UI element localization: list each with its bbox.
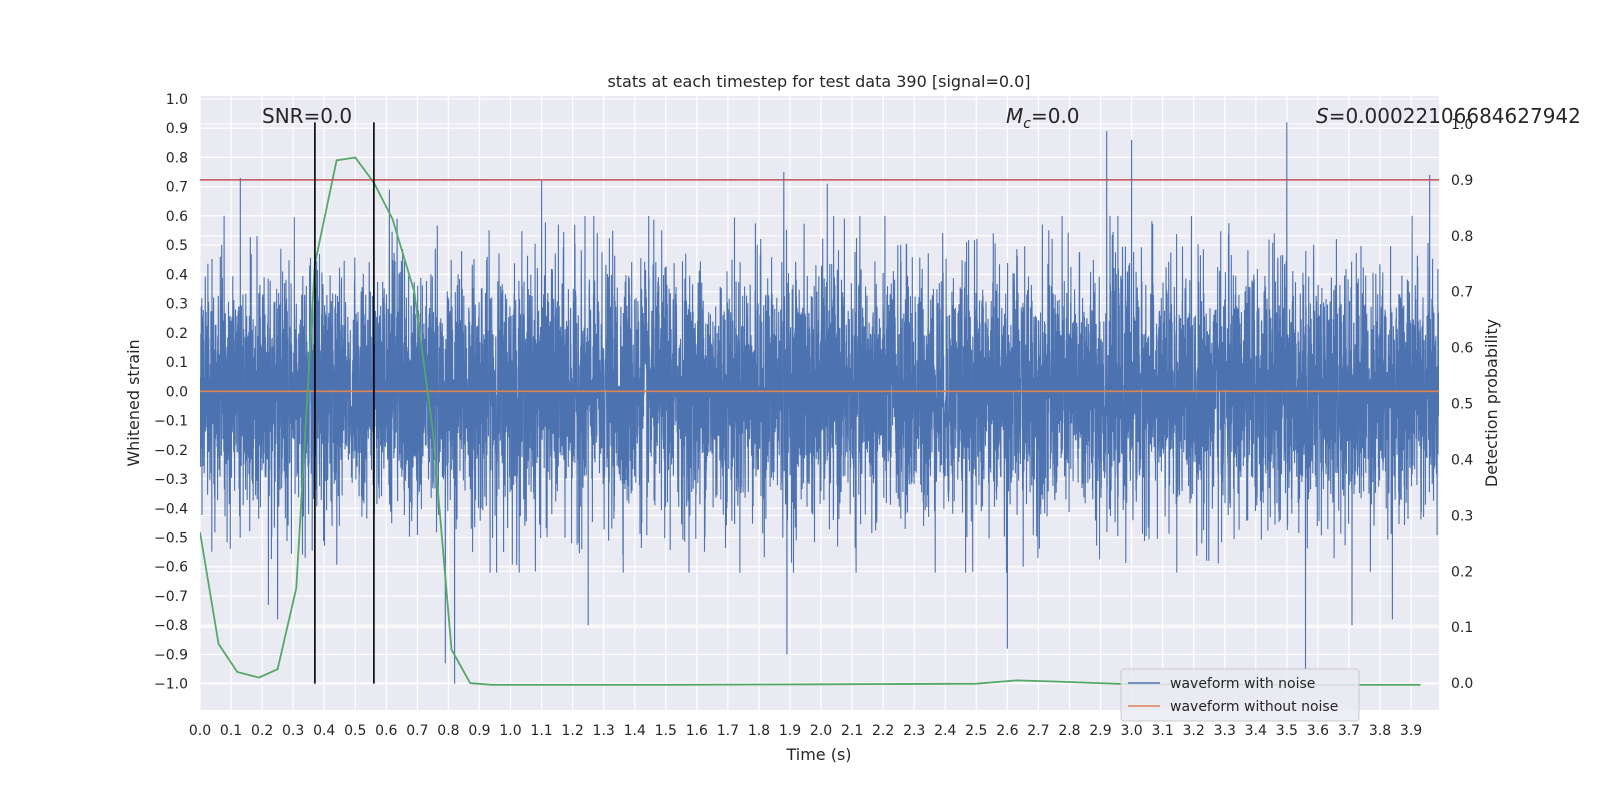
y-tick-label: −0.5 (154, 530, 188, 546)
y-tick-label: 0.6 (166, 209, 188, 225)
right-tick-label: 1.0 (1451, 117, 1473, 133)
s-symbol: S (1316, 104, 1329, 128)
y-tick-label: −0.7 (154, 589, 188, 605)
right-axis-label: Detection probability (1482, 319, 1501, 487)
y-tick-label: 0.5 (166, 238, 188, 254)
right-axis-ticks: 1.0 0.9 0.8 0.7 0.6 0.5 0.4 0.3 0.2 0.1 0.0 (1451, 117, 1473, 692)
y-tick-label: −0.8 (154, 618, 188, 634)
x-tick-label: 3.6 (1307, 723, 1329, 739)
right-tick-label: 0.5 (1451, 397, 1473, 413)
y-tick-label: 0.9 (166, 121, 188, 137)
legend: waveform with noise waveform without noi… (1120, 668, 1360, 722)
legend-label-clean: waveform without noise (1170, 699, 1338, 715)
x-tick-label: 0.2 (251, 723, 273, 739)
y-axis-label: Whitened strain (124, 339, 143, 466)
x-tick-label: 0.1 (220, 723, 242, 739)
x-tick-label: 0.3 (282, 723, 304, 739)
x-tick-label: 1.6 (686, 723, 708, 739)
series-line-noisy-waveform (200, 122, 1439, 684)
x-tick-label: 2.3 (903, 723, 925, 739)
x-tick-label: 2.7 (1027, 723, 1049, 739)
right-tick-label: 0.6 (1451, 341, 1473, 357)
mc-symbol: M (1006, 104, 1023, 128)
x-tick-label: 0.9 (468, 723, 490, 739)
x-tick-label: 1.7 (717, 723, 739, 739)
y-tick-label: 0.2 (166, 326, 188, 342)
x-tick-label: 3.2 (1183, 723, 1205, 739)
right-tick-label: 0.9 (1451, 173, 1473, 189)
x-tick-label: 0.7 (406, 723, 428, 739)
y-tick-label: 0.7 (166, 180, 188, 196)
x-tick-label: 3.1 (1151, 723, 1173, 739)
mc-value: =0.0 (1031, 104, 1080, 128)
y-tick-label: 1.0 (166, 92, 188, 108)
x-tick-label: 3.8 (1369, 723, 1391, 739)
x-tick-label: 2.6 (996, 723, 1018, 739)
right-tick-label: 0.3 (1451, 508, 1473, 524)
x-tick-label: 1.2 (561, 723, 583, 739)
right-tick-label: 0.7 (1451, 285, 1473, 301)
legend-box (1120, 668, 1360, 722)
x-tick-label: 3.7 (1338, 723, 1360, 739)
x-tick-label: 1.9 (779, 723, 801, 739)
x-tick-label: 3.3 (1214, 723, 1236, 739)
y-tick-label: 0.4 (166, 267, 188, 283)
series-line-detection-probability (200, 156, 1421, 686)
x-tick-label: 2.2 (872, 723, 894, 739)
y-tick-label: −0.9 (154, 647, 188, 663)
right-tick-label: 0.1 (1451, 620, 1473, 636)
x-axis-ticks: 0.0 0.1 0.2 0.3 0.4 0.5 0.6 0.7 0.8 0.9 1.0 1.1 1.2 1… (189, 723, 1422, 739)
y-tick-label: −0.2 (154, 443, 188, 459)
x-tick-label: 0.5 (344, 723, 366, 739)
x-tick-label: 0.0 (189, 723, 211, 739)
series-layer (200, 122, 1439, 684)
x-tick-label: 3.0 (1120, 723, 1142, 739)
x-tick-label: 2.9 (1089, 723, 1111, 739)
s-annotation: S=0.00022106684627942 (1316, 104, 1581, 128)
y-tick-label: −0.3 (154, 472, 188, 488)
y-tick-label: −0.1 (154, 414, 188, 430)
s-value: =0.00022106684627942 (1329, 104, 1581, 128)
y-tick-label: 0.3 (166, 297, 188, 313)
y-tick-label: 0.1 (166, 355, 188, 371)
x-tick-label: 0.4 (313, 723, 335, 739)
x-tick-label: 1.1 (530, 723, 552, 739)
x-tick-label: 3.5 (1276, 723, 1298, 739)
x-tick-label: 2.5 (965, 723, 987, 739)
right-tick-label: 0.2 (1451, 564, 1473, 580)
x-tick-label: 2.0 (810, 723, 832, 739)
y-axis-ticks: 1.0 0.9 0.8 0.7 0.6 0.5 0.4 0.3 0.2 0.1 0.0 −0.1 −0.… (154, 92, 188, 693)
y-tick-label: 0.0 (166, 384, 188, 400)
mc-annotation: Mc=0.0 (1006, 104, 1080, 132)
x-tick-label: 1.5 (655, 723, 677, 739)
x-tick-label: 3.9 (1400, 723, 1422, 739)
x-axis-label: Time (s) (785, 745, 851, 764)
x-tick-label: 1.4 (624, 723, 646, 739)
y-tick-label: −0.4 (154, 501, 188, 517)
snr-annotation: SNR=0.0 (262, 104, 352, 128)
y-tick-label: −1.0 (154, 677, 188, 693)
x-tick-label: 2.8 (1058, 723, 1080, 739)
right-tick-label: 0.8 (1451, 229, 1473, 245)
right-tick-label: 0.0 (1451, 676, 1473, 692)
x-tick-label: 3.4 (1245, 723, 1267, 739)
x-tick-label: 2.4 (934, 723, 956, 739)
legend-label-noise: waveform with noise (1170, 676, 1315, 692)
x-tick-label: 1.3 (593, 723, 615, 739)
x-tick-label: 1.8 (748, 723, 770, 739)
mc-subscript: c (1023, 116, 1031, 132)
y-tick-label: 0.8 (166, 150, 188, 166)
chart-title: stats at each timestep for test data 390… (607, 72, 1030, 91)
x-tick-label: 1.0 (499, 723, 521, 739)
overlay-layer (200, 122, 1439, 686)
x-tick-label: 2.1 (841, 723, 863, 739)
right-tick-label: 0.4 (1451, 452, 1473, 468)
x-tick-label: 0.8 (437, 723, 459, 739)
x-tick-label: 0.6 (375, 723, 397, 739)
y-tick-label: −0.6 (154, 560, 188, 576)
